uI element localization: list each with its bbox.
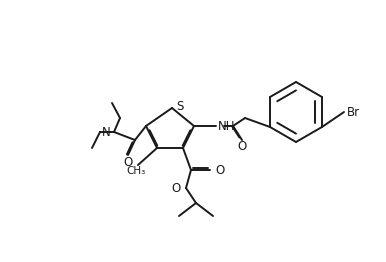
Text: NH: NH: [218, 119, 235, 133]
Text: O: O: [237, 139, 247, 152]
Text: O: O: [172, 182, 181, 194]
Text: O: O: [215, 163, 224, 177]
Text: S: S: [176, 100, 183, 112]
Text: CH₃: CH₃: [126, 166, 146, 176]
Text: N: N: [102, 125, 111, 139]
Text: O: O: [124, 156, 133, 168]
Text: Br: Br: [347, 106, 360, 118]
